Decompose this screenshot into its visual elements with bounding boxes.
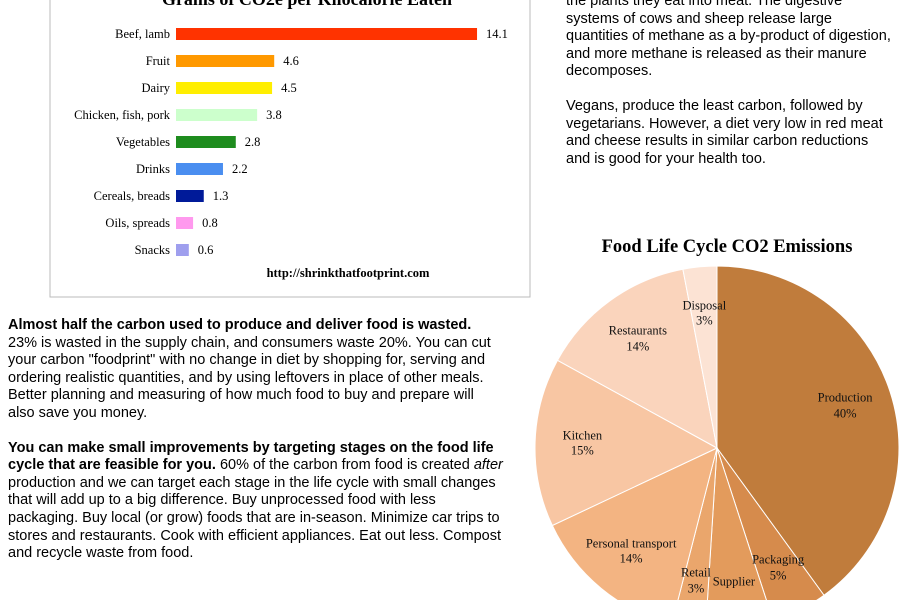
bar	[176, 109, 258, 121]
slice-label: Kitchen 15%	[532, 428, 632, 459]
category-label: Dairy	[142, 81, 171, 95]
slice-value: 3%	[695, 313, 713, 328]
category-label: Beef, lamb	[115, 27, 170, 41]
slice-name: Retail	[680, 565, 711, 580]
paragraph: the plants they eat into meat. The diges…	[566, 0, 891, 80]
slice-label: Packaging 5%	[728, 553, 828, 584]
slice-value: 5%	[769, 568, 787, 582]
lead: You can make small improvements by targe…	[8, 439, 494, 474]
value-label: 2.8	[245, 135, 261, 149]
slice-name: Kitchen	[562, 428, 603, 443]
bar	[176, 244, 189, 256]
slice-name: Production	[817, 390, 873, 405]
slice-label: Retail 3%	[646, 566, 746, 597]
value-label: 0.6	[198, 243, 214, 257]
body-text: 60% of the carbon from food is created	[215, 457, 474, 474]
bar	[176, 55, 275, 67]
slice-value: 14%	[626, 339, 650, 354]
pie-slice	[682, 265, 718, 449]
chart-source: http://shrinkthatfootprint.com	[267, 266, 430, 280]
category-label: Oils, spreads	[105, 216, 170, 230]
category-label: Chicken, fish, pork	[74, 108, 171, 122]
category-label: Snacks	[135, 243, 171, 257]
bar	[176, 28, 478, 40]
slice-label: Restaurants 14%	[588, 324, 688, 355]
paragraph: Vegans, produce the least carbon, follow…	[566, 97, 883, 167]
pie-slice	[716, 447, 825, 600]
bar	[176, 190, 204, 202]
bar	[176, 163, 223, 175]
slice-value: 3%	[687, 581, 705, 596]
pie-slice	[716, 265, 900, 596]
paragraph: You can make small improvements by targe…	[8, 440, 504, 563]
slice-name: Disposal	[682, 298, 727, 313]
category-label: Fruit	[146, 54, 171, 68]
bar	[176, 136, 236, 148]
slice-label: Disposal 3%	[654, 298, 754, 329]
category-label: Drinks	[136, 162, 170, 176]
bar	[176, 82, 273, 94]
value-label: 4.5	[281, 81, 297, 95]
slice-name: Personal transport	[585, 536, 677, 551]
right-text: the plants they eat into meat. The diges…	[566, 0, 891, 185]
value-label: 0.8	[202, 216, 218, 230]
value-label: 2.2	[232, 162, 248, 176]
value-label: 1.3	[213, 189, 229, 203]
emphasis: after	[473, 457, 503, 474]
value-label: 3.8	[266, 108, 282, 122]
pie-slice	[677, 447, 718, 600]
body-text: production and we can target each stage …	[8, 474, 501, 562]
lead: Almost half the carbon used to produce a…	[8, 317, 472, 333]
pie-slice	[551, 447, 718, 600]
slice-name: Packaging	[752, 552, 805, 567]
pie-slice	[556, 268, 718, 449]
paragraph: Almost half the carbon used to produce a…	[8, 317, 504, 423]
pie-slice	[706, 447, 767, 600]
slice-value: 14%	[619, 551, 643, 566]
category-label: Cereals, breads	[94, 189, 170, 203]
body-text: 23% is wasted in the supply chain, and c…	[8, 334, 491, 421]
slice-value: 15%	[570, 443, 594, 458]
bar	[176, 217, 194, 229]
category-label: Vegetables	[116, 135, 170, 149]
slice-name: Restaurants	[608, 323, 667, 338]
value-label: 4.6	[283, 54, 299, 68]
chart-title: Grams of CO2e per Kilocalorie Eaten	[162, 0, 452, 9]
slice-label: Personal transport 14%	[581, 536, 681, 567]
slice-value: 40%	[833, 406, 857, 421]
chart-title: Food Life Cycle CO2 Emissions	[602, 237, 853, 257]
left-text: Almost half the carbon used to produce a…	[8, 317, 504, 580]
pie-slice	[534, 359, 719, 527]
slice-name: Supplier	[712, 573, 756, 588]
chart-frame	[49, 0, 531, 298]
slice-label: Supplier	[684, 574, 784, 590]
slice-label: Production 40%	[795, 391, 895, 422]
value-label: 14.1	[486, 27, 508, 41]
